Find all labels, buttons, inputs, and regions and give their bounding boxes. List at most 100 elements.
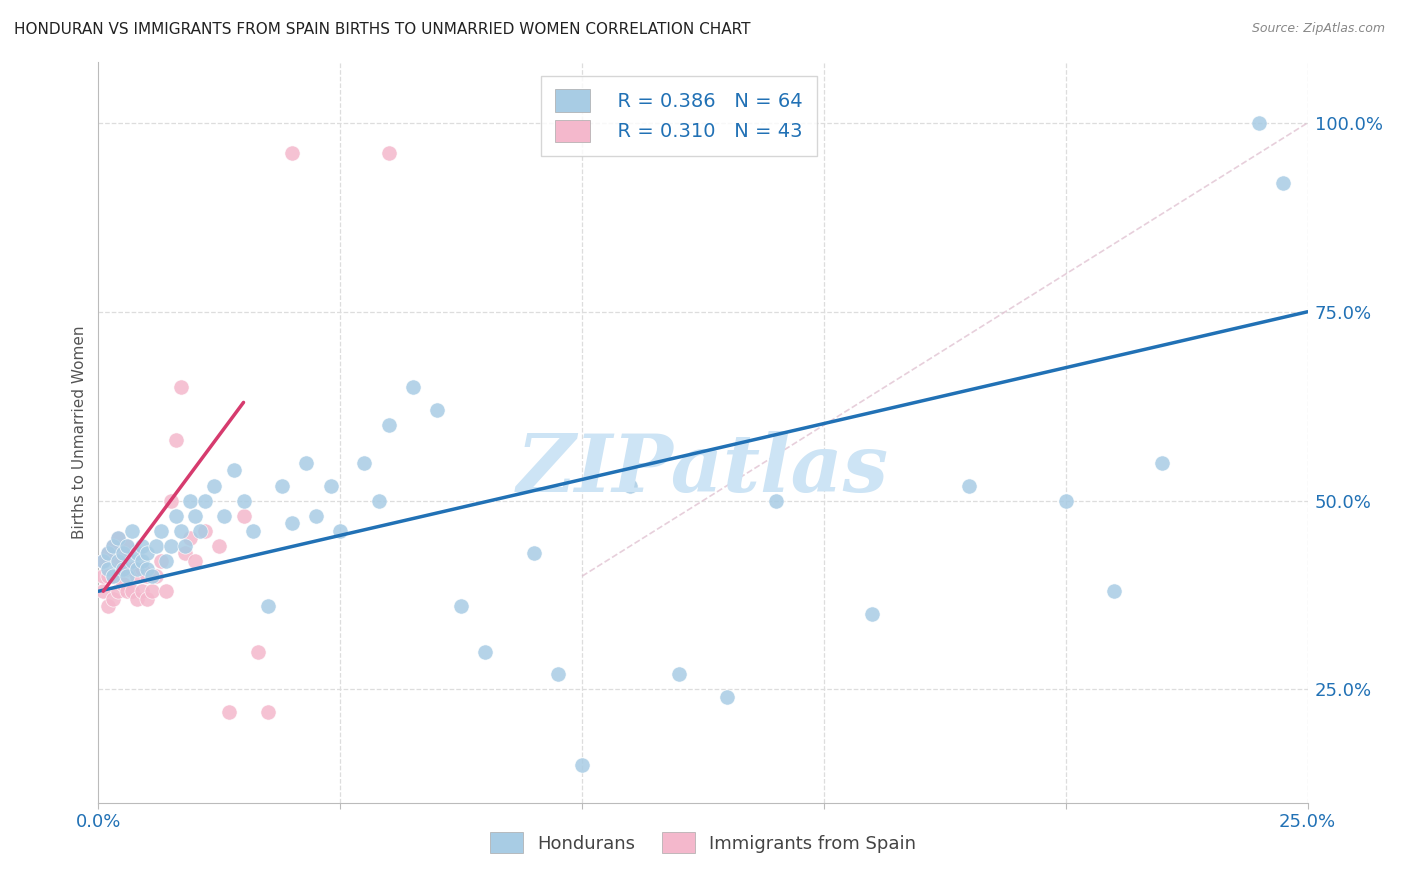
Point	[127, 591, 149, 606]
Point	[179, 493, 201, 508]
Point	[716, 690, 738, 704]
Point	[765, 493, 787, 508]
Point	[1272, 177, 1295, 191]
Point	[295, 456, 318, 470]
Point	[1102, 584, 1125, 599]
Point	[179, 532, 201, 546]
Point	[184, 508, 207, 523]
Point	[222, 463, 245, 477]
Point	[571, 758, 593, 772]
Point	[117, 539, 139, 553]
Point	[91, 554, 114, 568]
Point	[305, 508, 328, 523]
Point	[97, 561, 120, 575]
Point	[169, 380, 191, 394]
Point	[131, 584, 153, 599]
Point	[91, 569, 114, 583]
Text: ZIPatlas: ZIPatlas	[517, 431, 889, 508]
Point	[135, 561, 157, 575]
Y-axis label: Births to Unmarried Women: Births to Unmarried Women	[72, 326, 87, 540]
Point	[135, 547, 157, 561]
Point	[127, 547, 149, 561]
Point	[117, 561, 139, 575]
Point	[523, 547, 546, 561]
Point	[212, 508, 235, 523]
Point	[111, 561, 134, 575]
Point	[121, 584, 143, 599]
Point	[111, 576, 134, 591]
Point	[368, 493, 391, 508]
Point	[121, 554, 143, 568]
Point	[160, 539, 183, 553]
Point	[107, 532, 129, 546]
Point	[117, 539, 139, 553]
Point	[141, 569, 163, 583]
Point	[256, 705, 278, 719]
Point	[474, 645, 496, 659]
Point	[1054, 493, 1077, 508]
Point	[117, 584, 139, 599]
Point	[194, 493, 217, 508]
Point	[131, 554, 153, 568]
Point	[117, 569, 139, 583]
Point	[232, 508, 254, 523]
Point	[107, 532, 129, 546]
Point	[150, 524, 173, 538]
Point	[247, 645, 270, 659]
Point	[218, 705, 240, 719]
Point	[668, 667, 690, 681]
Point	[111, 547, 134, 561]
Point	[101, 569, 124, 583]
Point	[256, 599, 278, 614]
Point	[174, 539, 197, 553]
Point	[107, 584, 129, 599]
Point	[155, 584, 177, 599]
Point	[377, 418, 399, 433]
Point	[121, 524, 143, 538]
Text: HONDURAN VS IMMIGRANTS FROM SPAIN BIRTHS TO UNMARRIED WOMEN CORRELATION CHART: HONDURAN VS IMMIGRANTS FROM SPAIN BIRTHS…	[14, 22, 751, 37]
Point	[426, 403, 449, 417]
Point	[155, 554, 177, 568]
Point	[450, 599, 472, 614]
Point	[353, 456, 375, 470]
Point	[97, 547, 120, 561]
Text: Source: ZipAtlas.com: Source: ZipAtlas.com	[1251, 22, 1385, 36]
Point	[208, 539, 231, 553]
Point	[131, 561, 153, 575]
Point	[150, 554, 173, 568]
Point	[271, 478, 294, 492]
Point	[107, 554, 129, 568]
Point	[145, 539, 167, 553]
Point	[232, 493, 254, 508]
Point	[281, 146, 304, 161]
Point	[135, 569, 157, 583]
Point	[547, 667, 569, 681]
Point	[127, 569, 149, 583]
Point	[281, 516, 304, 531]
Point	[97, 547, 120, 561]
Point	[145, 569, 167, 583]
Point	[194, 524, 217, 538]
Point	[1249, 116, 1271, 130]
Point	[165, 508, 187, 523]
Point	[141, 584, 163, 599]
Point	[160, 493, 183, 508]
Point	[319, 478, 342, 492]
Point	[184, 554, 207, 568]
Point	[131, 539, 153, 553]
Point	[101, 539, 124, 553]
Point	[169, 524, 191, 538]
Point	[619, 478, 641, 492]
Point	[97, 569, 120, 583]
Point	[127, 561, 149, 575]
Point	[91, 554, 114, 568]
Point	[377, 146, 399, 161]
Point	[188, 524, 211, 538]
Point	[204, 478, 226, 492]
Point	[402, 380, 425, 394]
Point	[242, 524, 264, 538]
Point	[101, 569, 124, 583]
Point	[107, 554, 129, 568]
Legend: Hondurans, Immigrants from Spain: Hondurans, Immigrants from Spain	[482, 825, 924, 861]
Point	[91, 584, 114, 599]
